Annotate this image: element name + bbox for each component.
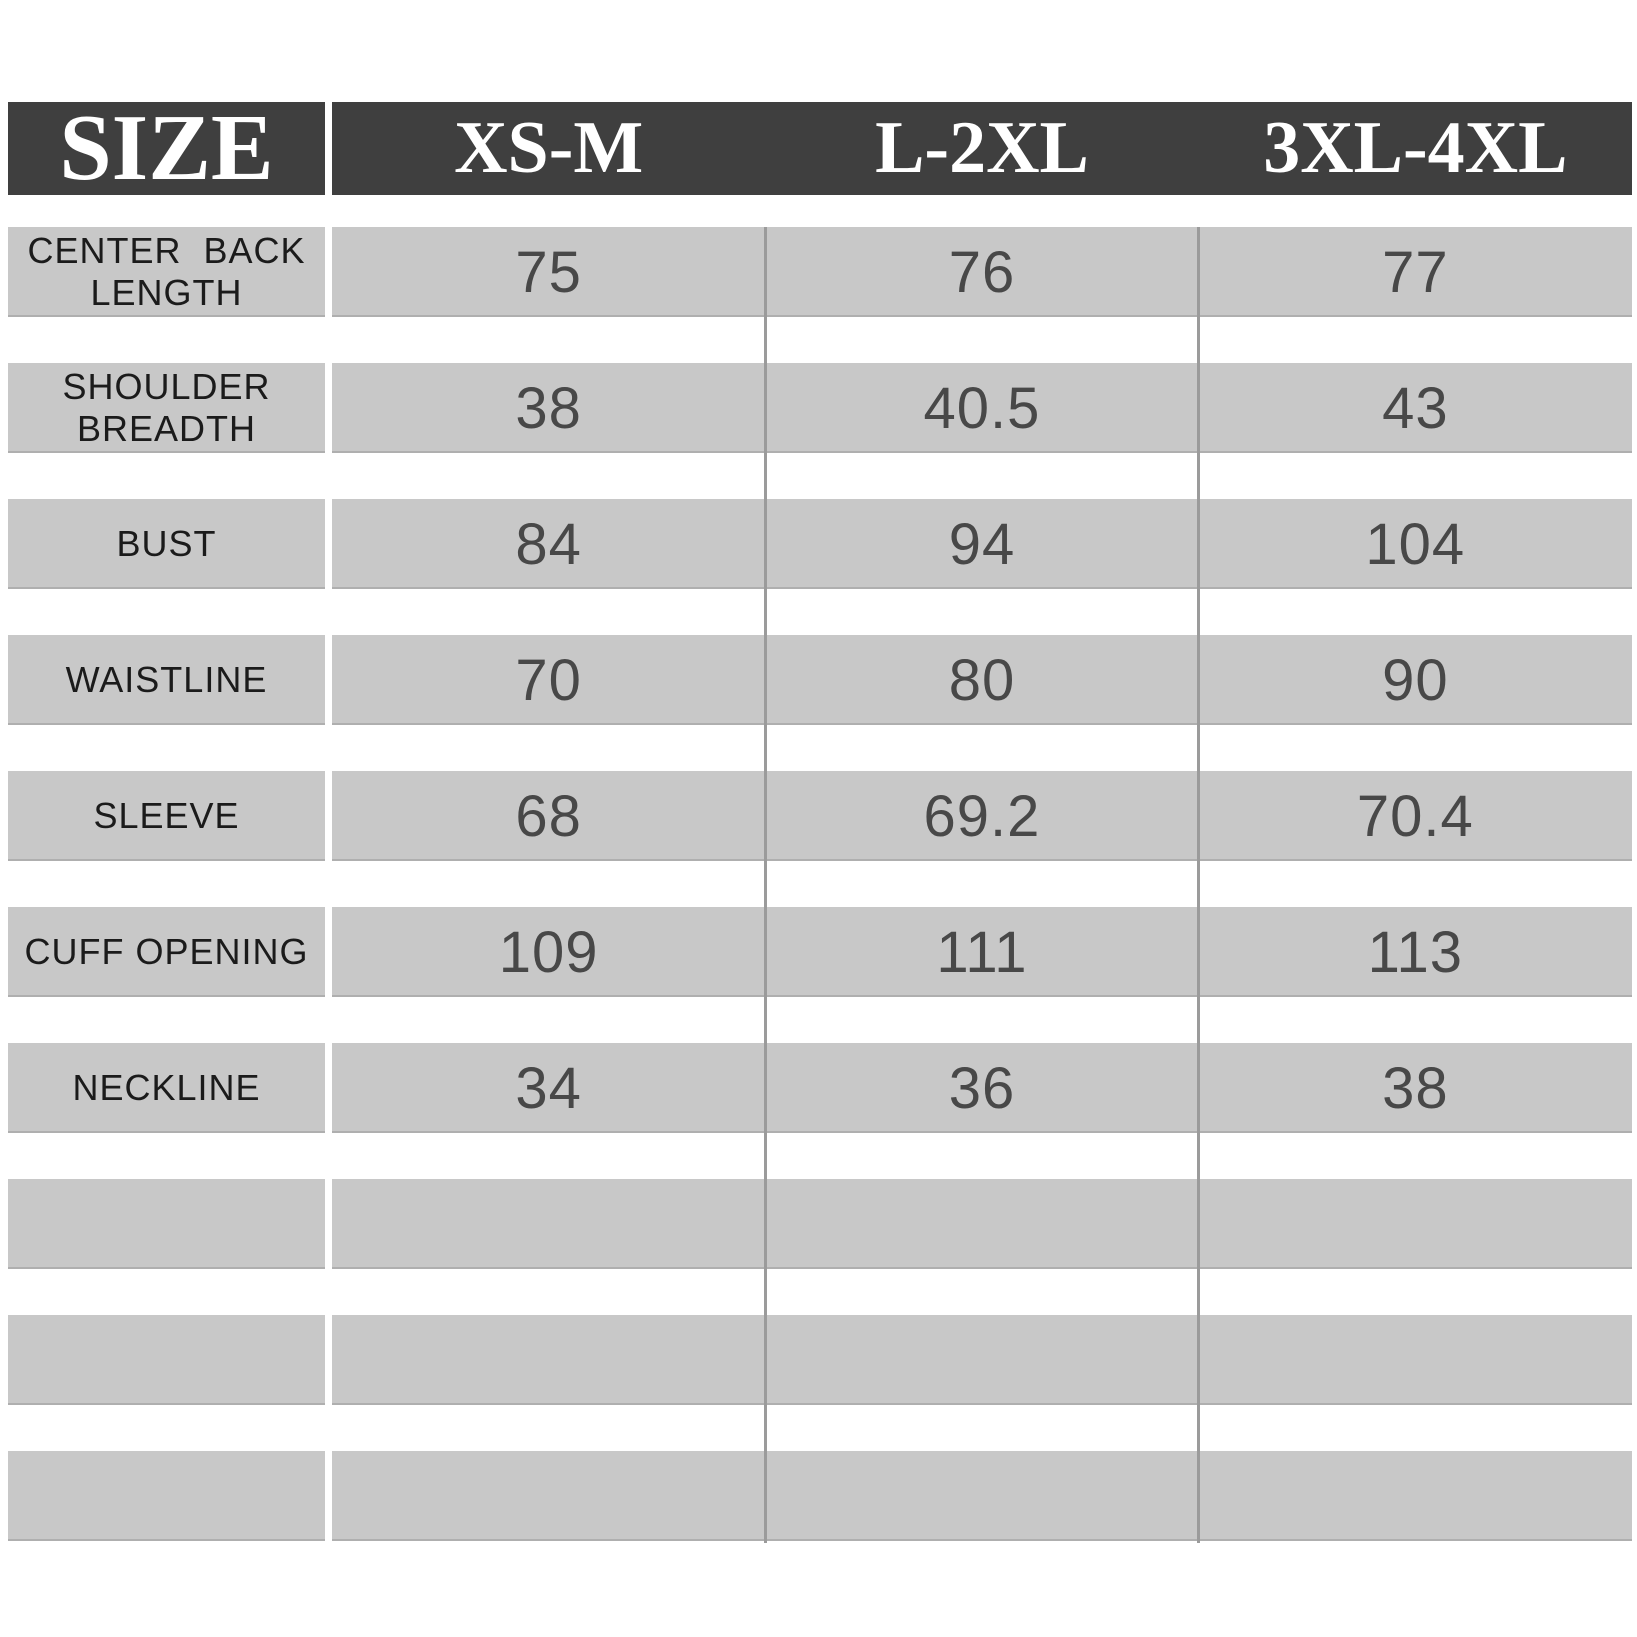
- value-cell: [765, 1315, 1198, 1405]
- column-divider: [764, 227, 767, 1543]
- value-cell: 34: [515, 1055, 582, 1121]
- value-cell: 111: [936, 919, 1028, 985]
- row-values: 68 69.2 70.4: [332, 771, 1632, 861]
- value-cell: 38: [1382, 1055, 1449, 1121]
- value-cell: 75: [515, 239, 582, 305]
- value-cell: [332, 1179, 765, 1269]
- row-label: [8, 1451, 325, 1541]
- value-cell: 76: [948, 239, 1016, 305]
- column-header-l-2xl: L-2XL: [875, 107, 1089, 189]
- value-cell: [1199, 1315, 1632, 1405]
- table-row-waistline: WAISTLINE 70 80 90: [8, 635, 1632, 725]
- row-values: 38 40.5 43: [332, 363, 1632, 453]
- row-label: CUFF OPENING: [8, 907, 325, 997]
- size-header-cell: SIZE: [8, 102, 325, 195]
- value-cell: 40.5: [923, 375, 1041, 441]
- value-cell: [332, 1451, 765, 1541]
- row-values: [332, 1451, 1632, 1541]
- row-values: 109 111 113: [332, 907, 1632, 997]
- value-cell: 109: [498, 919, 599, 985]
- header-row: SIZE XS-M L-2XL 3XL-4XL: [8, 102, 1632, 195]
- row-label: [8, 1315, 325, 1405]
- value-cell: 69.2: [923, 783, 1041, 849]
- value-cell: [765, 1451, 1198, 1541]
- value-cell: [1199, 1451, 1632, 1541]
- value-cell: [1199, 1179, 1632, 1269]
- value-cell: 84: [515, 511, 582, 577]
- value-cell: 68: [515, 783, 582, 849]
- value-cell: 77: [1382, 239, 1449, 305]
- table-row-bust: BUST 84 94 104: [8, 499, 1632, 589]
- table-body: CENTER BACK LENGTH 75 76 77 SHOULDER BRE…: [8, 227, 1632, 1541]
- value-cell: [332, 1315, 765, 1405]
- table-row-shoulder-breadth: SHOULDER BREADTH 38 40.5 43: [8, 363, 1632, 453]
- table-row-sleeve: SLEEVE 68 69.2 70.4: [8, 771, 1632, 861]
- row-values: 34 36 38: [332, 1043, 1632, 1133]
- value-cell: 70.4: [1356, 783, 1474, 849]
- table-row-cuff-opening: CUFF OPENING 109 111 113: [8, 907, 1632, 997]
- table-row-empty: [8, 1451, 1632, 1541]
- size-column-headers: XS-M L-2XL 3XL-4XL: [332, 102, 1632, 195]
- value-cell: 80: [948, 647, 1016, 713]
- row-label: SHOULDER BREADTH: [8, 363, 325, 453]
- row-label: SLEEVE: [8, 771, 325, 861]
- row-label: [8, 1179, 325, 1269]
- row-label: WAISTLINE: [8, 635, 325, 725]
- value-cell: 104: [1365, 511, 1466, 577]
- value-cell: 90: [1382, 647, 1449, 713]
- value-cell: 43: [1382, 375, 1449, 441]
- row-values: [332, 1315, 1632, 1405]
- table-row-empty: [8, 1179, 1632, 1269]
- row-label: BUST: [8, 499, 325, 589]
- value-cell: 38: [515, 375, 582, 441]
- row-values: 70 80 90: [332, 635, 1632, 725]
- value-cell: 36: [948, 1055, 1016, 1121]
- column-header-xs-m: XS-M: [454, 107, 644, 189]
- value-cell: [765, 1179, 1198, 1269]
- row-label: NECKLINE: [8, 1043, 325, 1133]
- column-divider: [1197, 227, 1200, 1543]
- table-row-empty: [8, 1315, 1632, 1405]
- table-row-center-back-length: CENTER BACK LENGTH 75 76 77: [8, 227, 1632, 317]
- row-values: 84 94 104: [332, 499, 1632, 589]
- value-cell: 113: [1367, 919, 1464, 985]
- value-cell: 70: [515, 647, 582, 713]
- column-header-3xl-4xl: 3XL-4XL: [1263, 107, 1568, 189]
- row-values: [332, 1179, 1632, 1269]
- table-row-neckline: NECKLINE 34 36 38: [8, 1043, 1632, 1133]
- value-cell: 94: [948, 511, 1016, 577]
- row-values: 75 76 77: [332, 227, 1632, 317]
- row-label: CENTER BACK LENGTH: [8, 227, 325, 317]
